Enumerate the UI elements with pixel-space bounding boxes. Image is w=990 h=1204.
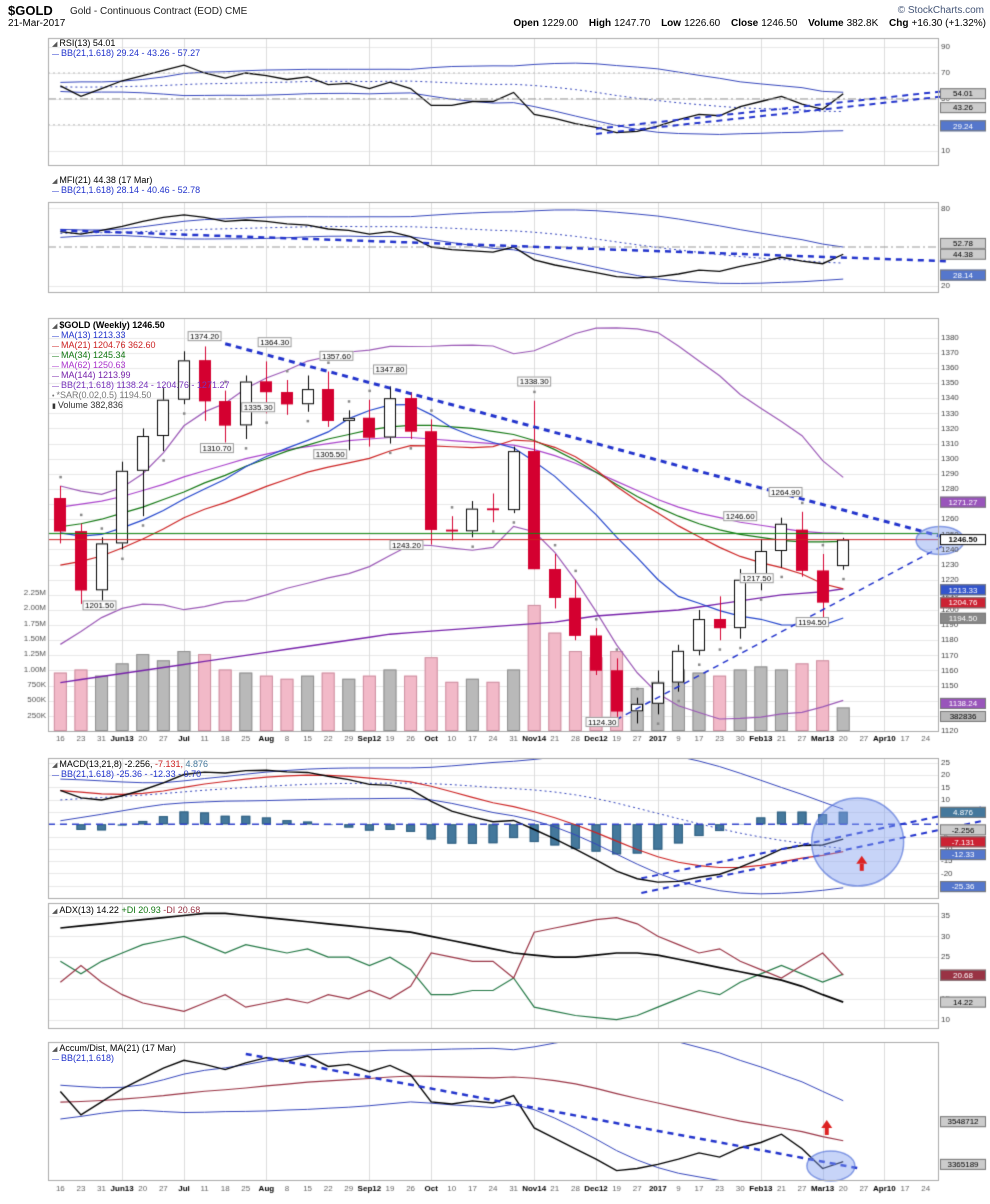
ma144-label: MA(144) 1213.99 <box>61 370 131 380</box>
ma144-legend: — MA(144) 1213.99 <box>52 370 131 382</box>
close-label: Close <box>731 18 759 29</box>
chart-canvas <box>0 30 990 1204</box>
rsi-legend: ◢ RSI(13) 54.01 <box>52 38 115 50</box>
macd-bb-label: BB(21,1.618) -25.36 - -12.33 - 0.70 <box>61 769 202 779</box>
price-legend: ◢ $GOLD (Weekly) 1246.50 <box>52 320 165 332</box>
low-value: 1226.60 <box>684 18 721 29</box>
line-icon: — <box>52 383 59 390</box>
sar-legend: • *SAR(0.02,0.5) 1194.50 <box>52 390 151 402</box>
line-icon: — <box>52 1056 59 1063</box>
volume-label: Volume 382,836 <box>57 400 123 410</box>
chart-area: ◢ RSI(13) 54.01 — BB(21,1.618) 29.24 - 43.… <box>0 30 990 1204</box>
macd-value: -2.256, <box>124 759 153 769</box>
indicator-icon: ◢ <box>52 178 58 185</box>
accdist-bb-legend: — BB(21,1.618) <box>52 1053 114 1065</box>
macd-hist-value: 4.876 <box>185 759 209 769</box>
quote-row: Open 1229.00 High 1247.70 Low 1226.60 Close… <box>505 18 986 29</box>
line-icon: — <box>52 333 59 340</box>
chg-label: Chg <box>889 18 909 29</box>
adx-label: ADX(13) 14.22 <box>59 905 119 915</box>
ma13-legend: — MA(13) 1213.33 <box>52 330 126 342</box>
macd-label: MACD(13,21,8) <box>59 759 122 769</box>
ma13-label: MA(13) 1213.33 <box>61 330 126 340</box>
line-icon: — <box>52 188 59 195</box>
mfi-legend: ◢ MFI(21) 44.38 (17 Mar) <box>52 175 152 187</box>
dots-icon: • <box>52 393 55 400</box>
sar-label: *SAR(0.02,0.5) 1194.50 <box>56 390 152 400</box>
minus-di-label: -DI 20.68 <box>163 905 201 915</box>
line-icon: — <box>52 363 59 370</box>
line-icon: — <box>52 373 59 380</box>
high-value: 1247.70 <box>614 18 651 29</box>
line-icon: — <box>52 353 59 360</box>
close-value: 1246.50 <box>761 18 798 29</box>
ma34-legend: — MA(34) 1245.34 <box>52 350 126 362</box>
indicator-icon: ◢ <box>52 762 58 769</box>
open-label: Open <box>513 18 539 29</box>
rsi-bb-legend: — BB(21,1.618) 29.24 - 43.26 - 57.27 <box>52 48 200 60</box>
indicator-icon: ◢ <box>52 323 58 330</box>
chg-value: +16.30 (+1.32%) <box>911 18 987 29</box>
line-icon: — <box>52 343 59 350</box>
symbol-name: Gold - Continuous Contract (EOD) CME <box>70 6 248 17</box>
macd-legend: ◢ MACD(13,21,8) -2.256, -7.131, 4.876 <box>52 759 208 771</box>
price-bb-label: BB(21,1.618) 1138.24 - 1204.76 - 1271.27 <box>61 380 230 390</box>
indicator-icon: ◢ <box>52 1046 58 1053</box>
volume-legend: ▮ Volume 382,836 <box>52 400 123 412</box>
ma62-label: MA(62) 1250.63 <box>61 360 126 370</box>
mfi-legend-label: MFI(21) 44.38 (17 Mar) <box>59 175 153 185</box>
accdist-bb-label: BB(21,1.618) <box>61 1053 115 1063</box>
high-label: High <box>588 18 612 29</box>
indicator-icon: ◢ <box>52 908 58 915</box>
mfi-bb-label: BB(21,1.618) 28.14 - 40.46 - 52.78 <box>61 185 201 195</box>
bar-icon: ▮ <box>52 403 56 410</box>
line-icon: — <box>52 772 59 779</box>
indicator-icon: ◢ <box>52 41 58 48</box>
volume-label: Volume <box>808 18 844 29</box>
ma21-label: MA(21) 1204.76 362.60 <box>61 340 156 350</box>
accdist-label: Accum/Dist, MA(21) (17 Mar) <box>59 1043 176 1053</box>
price-bb-legend: — BB(21,1.618) 1138.24 - 1204.76 - 1271.2… <box>52 380 229 392</box>
macd-bb-legend: — BB(21,1.618) -25.36 - -12.33 - 0.70 <box>52 769 201 781</box>
rsi-bb-label: BB(21,1.618) 29.24 - 43.26 - 57.27 <box>61 48 201 58</box>
macd-signal-value: -7.131, <box>154 759 184 769</box>
chart-date: 21-Mar-2017 <box>8 18 66 29</box>
plus-di-label: +DI 20.93 <box>121 905 161 915</box>
volume-value: 382.8K <box>846 18 879 29</box>
symbol: $GOLD <box>8 3 53 18</box>
low-label: Low <box>661 18 682 29</box>
ma21-legend: — MA(21) 1204.76 362.60 <box>52 340 156 352</box>
mfi-bb-legend: — BB(21,1.618) 28.14 - 40.46 - 52.78 <box>52 185 200 197</box>
adx-legend: ◢ ADX(13) 14.22 +DI 20.93 -DI 20.68 <box>52 905 200 917</box>
accdist-legend: ◢ Accum/Dist, MA(21) (17 Mar) <box>52 1043 176 1055</box>
price-legend-label: $GOLD (Weekly) 1246.50 <box>59 320 165 330</box>
line-icon: — <box>52 51 59 58</box>
ma34-label: MA(34) 1245.34 <box>61 350 126 360</box>
copyright: © StockCharts.com <box>897 5 984 16</box>
rsi-legend-label: RSI(13) 54.01 <box>59 38 116 48</box>
ma62-legend: — MA(62) 1250.63 <box>52 360 126 372</box>
open-value: 1229.00 <box>541 18 579 29</box>
